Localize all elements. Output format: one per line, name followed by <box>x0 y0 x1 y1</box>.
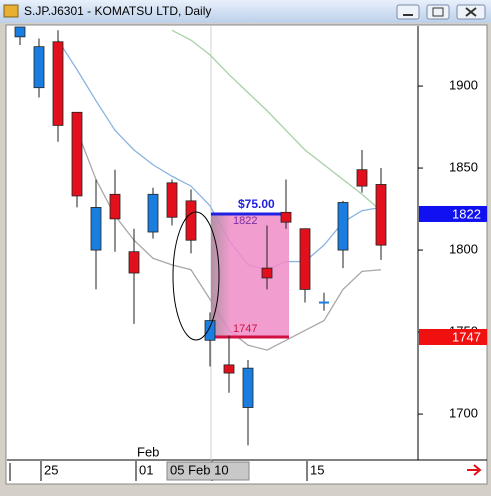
candle-body <box>185 200 197 241</box>
candle-body <box>33 46 45 89</box>
y-tick-label: 1850 <box>449 159 478 174</box>
candle-body <box>128 251 140 274</box>
x-tick-label: 01 <box>139 462 153 477</box>
candle-body <box>52 41 64 126</box>
scroll-arrow[interactable] <box>467 464 482 476</box>
price-tag-label: 1747 <box>452 329 481 344</box>
title-bar <box>0 0 491 23</box>
moving-average-line <box>171 29 382 212</box>
maximize-glyph <box>432 7 444 17</box>
price-tag-label: 1822 <box>452 206 481 221</box>
measure-change-label: $75.00 <box>238 197 275 211</box>
candle-body <box>147 193 159 233</box>
y-tick-label: 1800 <box>449 241 478 256</box>
candle-body <box>204 320 216 341</box>
candle-body <box>223 364 235 374</box>
measure-low-label: 1747 <box>233 323 257 335</box>
close-glyph <box>465 7 477 17</box>
candle-body <box>261 267 273 279</box>
maximize-button[interactable] <box>426 4 450 20</box>
candle-body <box>90 207 102 251</box>
crosshair-date-label: 05 Feb 10 <box>170 462 229 477</box>
window-icon <box>3 4 19 18</box>
candle-body <box>375 184 387 246</box>
measure-shade <box>211 213 231 337</box>
candle-body <box>299 228 311 290</box>
x-tick-label: 25 <box>44 462 58 477</box>
month-label: Feb <box>137 444 159 459</box>
candle-body <box>109 193 121 220</box>
candle-body <box>71 111 83 197</box>
annotation-ellipse <box>172 211 220 341</box>
x-tick-label: 15 <box>310 462 324 477</box>
candle-body <box>337 202 349 251</box>
price-tag <box>419 328 487 345</box>
measure-high-label: 1822 <box>233 215 257 227</box>
price-tag <box>419 205 487 222</box>
candle-body <box>280 211 292 223</box>
window-title: S.JP.J6301 - KOMATSU LTD, Daily <box>24 4 211 18</box>
y-tick-label: 1700 <box>449 406 478 421</box>
candle-body <box>14 26 26 38</box>
candle-body <box>356 169 368 187</box>
y-tick-label: 1900 <box>449 77 478 92</box>
candle-body <box>166 182 178 218</box>
candle-body <box>242 367 254 408</box>
crosshair-date-box <box>166 461 250 481</box>
minimize-button[interactable] <box>396 4 420 20</box>
